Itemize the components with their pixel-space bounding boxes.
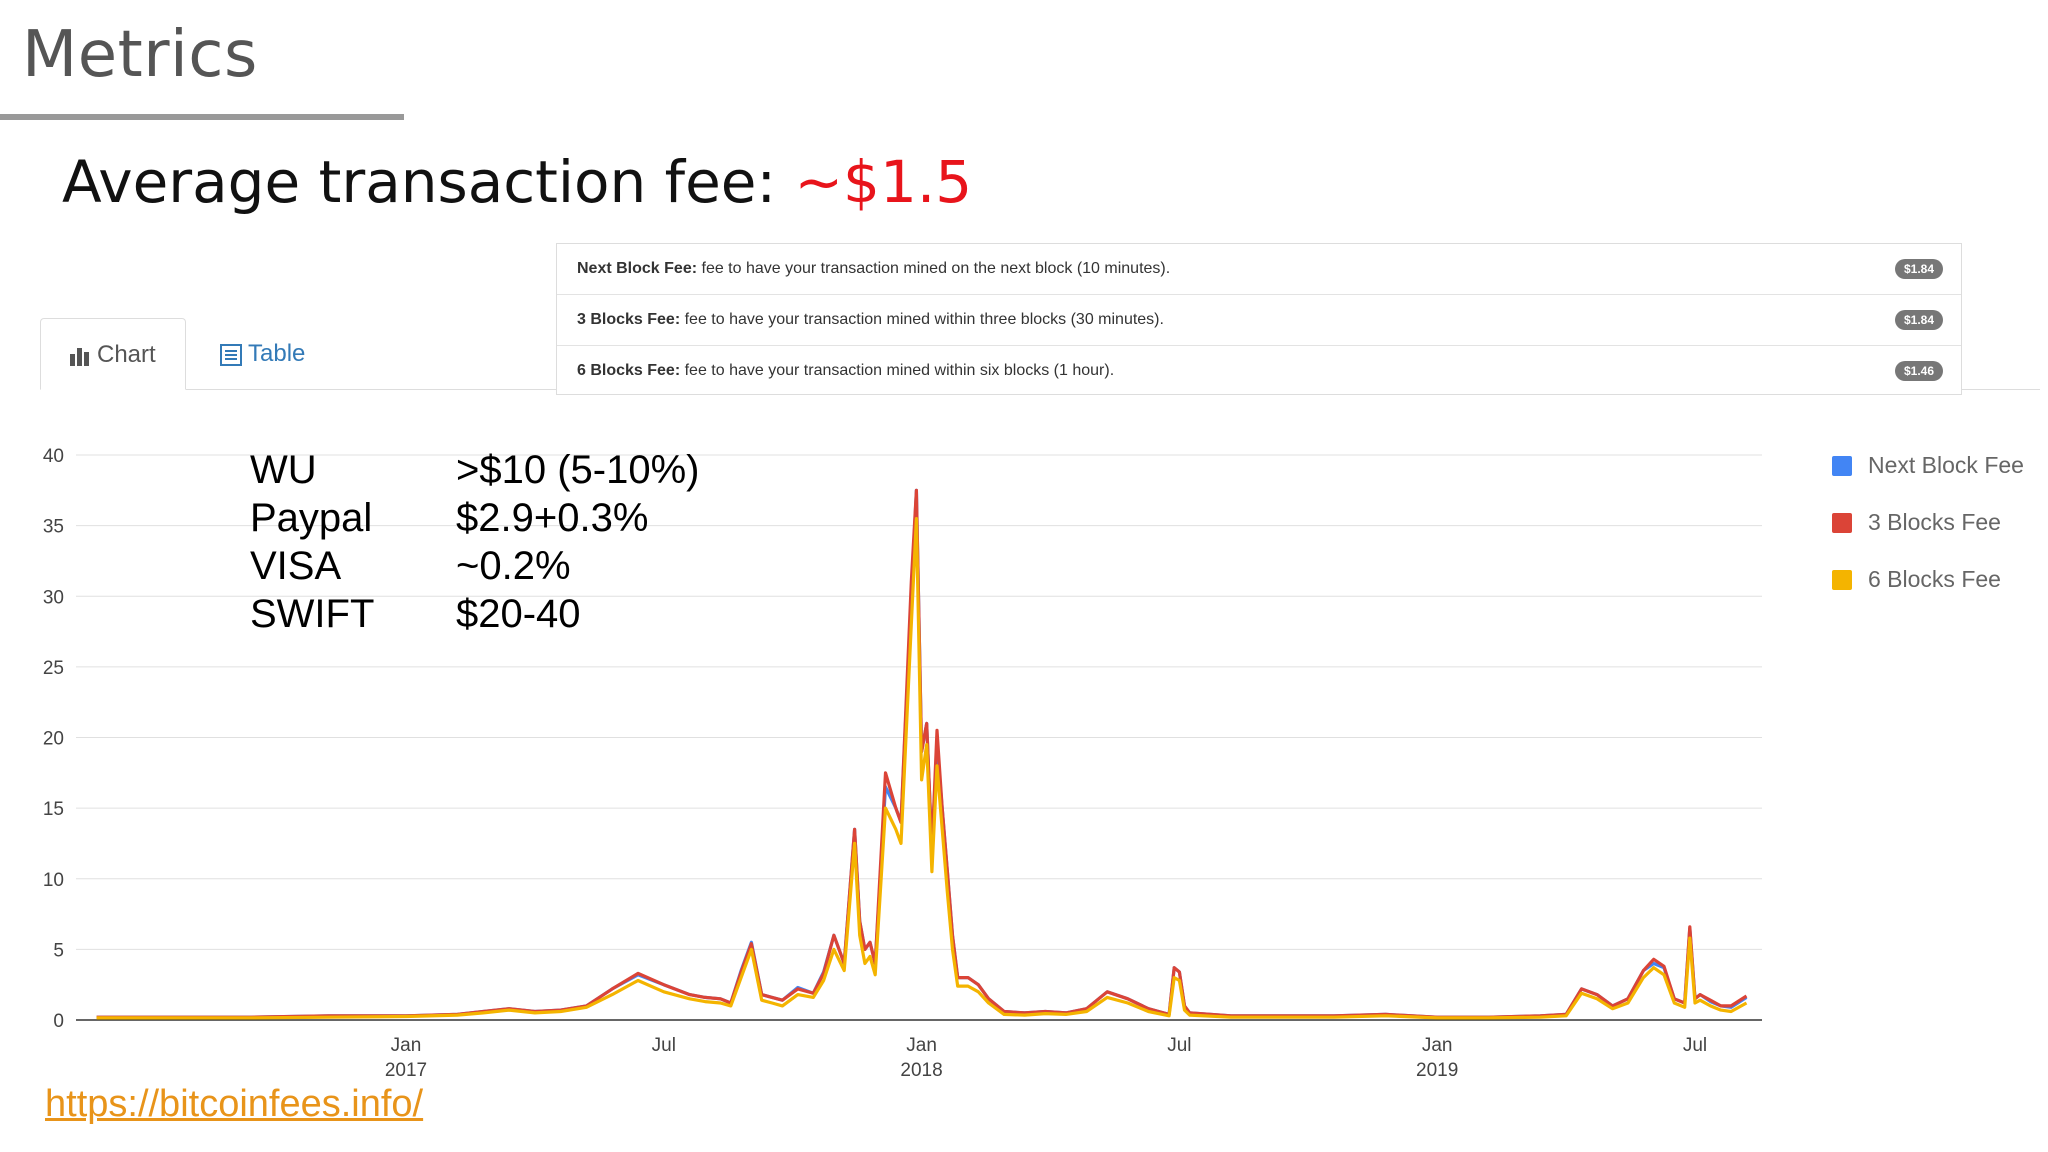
comparison-fee: >$10 (5-10%) bbox=[456, 448, 700, 492]
fee-row-title: 6 Blocks Fee: bbox=[577, 362, 681, 379]
y-tick-label: 25 bbox=[43, 658, 64, 679]
comparison-name: VISA bbox=[250, 544, 342, 588]
x-tick-label: Jan bbox=[906, 1035, 937, 1056]
legend-label: 3 Blocks Fee bbox=[1868, 509, 2001, 535]
y-tick-label: 40 bbox=[43, 446, 64, 467]
series-line-3-blocks bbox=[96, 488, 1748, 1019]
headline-label: Average transaction fee: bbox=[62, 148, 795, 216]
comparison-name: Paypal bbox=[250, 496, 373, 540]
source-link[interactable]: https://bitcoinfees.info/ bbox=[45, 1083, 424, 1125]
series-line-6-blocks bbox=[96, 517, 1748, 1020]
x-tick-sublabel: 2017 bbox=[385, 1060, 427, 1081]
x-tick-sublabel: 2019 bbox=[1416, 1060, 1458, 1081]
fee-estimates-list: Next Block Fee: fee to have your transac… bbox=[556, 243, 1962, 395]
headline-value: ~$1.5 bbox=[794, 148, 973, 216]
x-tick-label: Jul bbox=[652, 1035, 676, 1056]
x-tick-label: Jul bbox=[1167, 1035, 1191, 1056]
comparison-fee: ~0.2% bbox=[456, 544, 571, 588]
tab-chart[interactable]: Chart bbox=[40, 318, 186, 390]
fee-row-description: fee to have your transaction mined withi… bbox=[680, 311, 1164, 328]
comparison-fee: $2.9+0.3% bbox=[456, 496, 649, 540]
fee-badge: $1.84 bbox=[1894, 310, 1943, 330]
tab-table[interactable]: Table bbox=[218, 318, 338, 390]
fee-row-description: fee to have your transaction mined withi… bbox=[680, 362, 1115, 379]
slide-title: Metrics bbox=[22, 18, 258, 92]
y-tick-label: 15 bbox=[43, 799, 64, 820]
y-tick-label: 20 bbox=[43, 729, 64, 750]
legend-label: 6 Blocks Fee bbox=[1868, 566, 2001, 592]
x-tick-sublabel: 2018 bbox=[900, 1060, 942, 1081]
bar-chart-icon bbox=[70, 347, 89, 366]
legend-label: Next Block Fee bbox=[1868, 452, 2024, 478]
y-tick-label: 0 bbox=[53, 1011, 64, 1032]
fee-history-chart: 0 5 10 15 20 25 30 35 40 Jan 2017 Jul Jan 2018 Jul Jan 2… bbox=[43, 446, 1762, 1081]
legend-swatch bbox=[1832, 570, 1852, 590]
fee-badge: $1.84 bbox=[1894, 259, 1943, 279]
fee-row-3-blocks: 3 Blocks Fee: fee to have your transacti… bbox=[557, 295, 1961, 346]
legend-swatch bbox=[1832, 456, 1852, 476]
legend-swatch bbox=[1832, 513, 1852, 533]
title-underline bbox=[0, 114, 404, 120]
x-tick-label: Jan bbox=[391, 1035, 422, 1056]
y-tick-label: 35 bbox=[43, 517, 64, 538]
y-tick-label: 5 bbox=[53, 940, 64, 961]
fee-row-next-block: Next Block Fee: fee to have your transac… bbox=[557, 244, 1961, 295]
fee-row-title: 3 Blocks Fee: bbox=[577, 311, 681, 328]
y-tick-label: 30 bbox=[43, 587, 64, 608]
tab-table-label: Table bbox=[248, 340, 306, 367]
headline: Average transaction fee: ~$1.5 bbox=[62, 148, 972, 216]
x-tick-label: Jan bbox=[1422, 1035, 1453, 1056]
y-tick-label: 10 bbox=[43, 870, 64, 891]
comparison-name: SWIFT bbox=[250, 592, 375, 636]
tab-chart-label: Chart bbox=[97, 341, 156, 368]
table-list-icon bbox=[220, 343, 242, 366]
fee-row-description: fee to have your transaction mined on th… bbox=[697, 260, 1171, 277]
fee-badge: $1.46 bbox=[1894, 361, 1943, 381]
fee-row-title: Next Block Fee: bbox=[577, 260, 698, 277]
comparison-name: WU bbox=[250, 448, 317, 492]
x-tick-label: Jul bbox=[1683, 1035, 1707, 1056]
comparison-fee: $20-40 bbox=[456, 592, 581, 636]
fee-row-6-blocks: 6 Blocks Fee: fee to have your transacti… bbox=[557, 346, 1961, 396]
